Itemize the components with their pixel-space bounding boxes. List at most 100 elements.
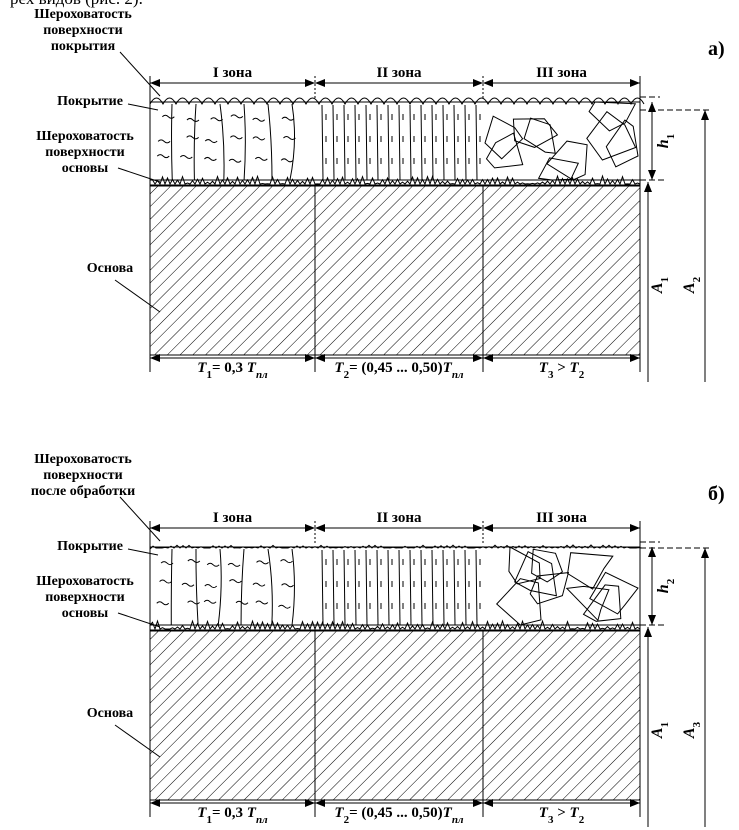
grain-boundary [332,549,335,626]
header-text: рех видов (рис. 2). [10,0,143,8]
text-segment: 2 [579,814,585,826]
grain-mark [235,600,249,605]
grain [565,585,610,622]
grain-boundary [431,104,434,181]
grain [582,584,622,622]
panel-label: б) [708,483,725,505]
grain-mark [156,601,170,606]
grain-mark [280,559,293,564]
grain [589,571,639,615]
grain [529,572,570,605]
grain-mark [281,583,294,588]
grain-mark [230,114,244,119]
grain [508,546,541,585]
grain [485,132,524,169]
callout-text: поверхности [45,145,125,160]
text-segment: = (0,45 ... 0,50) [349,360,443,376]
dimension-label: A1 [649,277,671,294]
grain-mark [157,139,171,144]
callout-text: основы [62,161,108,176]
text-segment: > [553,360,569,376]
grain-boundary [219,103,225,181]
grain-boundary [217,548,222,626]
text-segment: 3 [691,721,703,727]
grain [537,157,580,181]
panel-label: а) [708,38,725,60]
grain-mark [186,117,200,122]
text-segment: 2 [344,814,350,826]
grain-mark [256,560,269,565]
callout-text: поверхности [43,23,123,38]
leader-line [119,496,161,542]
text-segment: T [443,805,453,821]
grain-mark [187,559,201,564]
grain-mark [206,562,220,567]
callout-text: поверхности [45,590,125,605]
leader-line [127,548,159,556]
grain-boundary [387,104,390,181]
grain-boundary [398,549,401,626]
grain-boundary [475,104,478,181]
leader-line [114,279,161,313]
grain-mark [187,600,200,605]
grain-boundary [464,549,467,626]
grain-boundary [170,548,173,626]
grain [586,111,637,161]
grain-boundary [267,548,273,626]
grain-mark [228,158,242,163]
grain-mark [283,136,296,141]
dimension-label: A3 [681,721,703,739]
coating [149,546,641,626]
leader-line [119,51,161,97]
grain-boundary [420,549,423,626]
text-segment: пл [256,814,268,826]
grain-mark [229,579,242,584]
zone-label: III зона [536,510,587,526]
text-segment: T [247,805,257,821]
grain-mark [254,156,268,161]
grain-boundary [354,549,357,626]
callout-text: Шероховатость [36,574,134,589]
text-segment: A [681,727,698,739]
dimension-label: A1 [649,722,671,739]
text-segment: 3 [548,369,554,381]
grain-mark [210,117,223,122]
callout-text: Покрытие [57,94,123,109]
leader-line [127,103,159,111]
grain-boundary [354,104,357,181]
text-segment: T [539,360,549,376]
grain-mark [156,154,170,159]
callout-text: Шероховатость [36,129,134,144]
grain-boundary [365,549,368,626]
grain-mark [179,155,193,160]
grain-boundary [431,549,434,626]
grain-boundary [193,103,197,181]
zone-label: III зона [536,65,587,81]
grain-mark [227,562,241,567]
coating-roughness [149,97,645,106]
grain-mark [204,584,218,589]
text-segment: T [247,360,257,376]
text-segment: 2 [691,276,703,282]
grain [588,101,637,132]
grain-boundary [376,104,379,181]
grain-mark [204,156,217,161]
leader-line [117,612,161,628]
base-roughness [149,174,641,186]
text-segment: 1 [659,722,671,728]
text-segment: h [655,139,672,148]
temperature-label: T3 > T2 [539,805,585,826]
text-segment: A [649,282,666,294]
grain-mark [159,579,172,584]
grain [567,552,614,590]
grain [495,578,542,626]
text-segment: 2 [665,578,677,584]
grain-mark [203,599,217,604]
grain-mark [280,158,294,163]
text-segment: = (0,45 ... 0,50) [349,805,443,821]
grain-mark [186,135,199,140]
grain [512,118,559,148]
grain [514,551,557,597]
grain-boundary [343,104,346,181]
zone-label: II зона [376,65,422,81]
